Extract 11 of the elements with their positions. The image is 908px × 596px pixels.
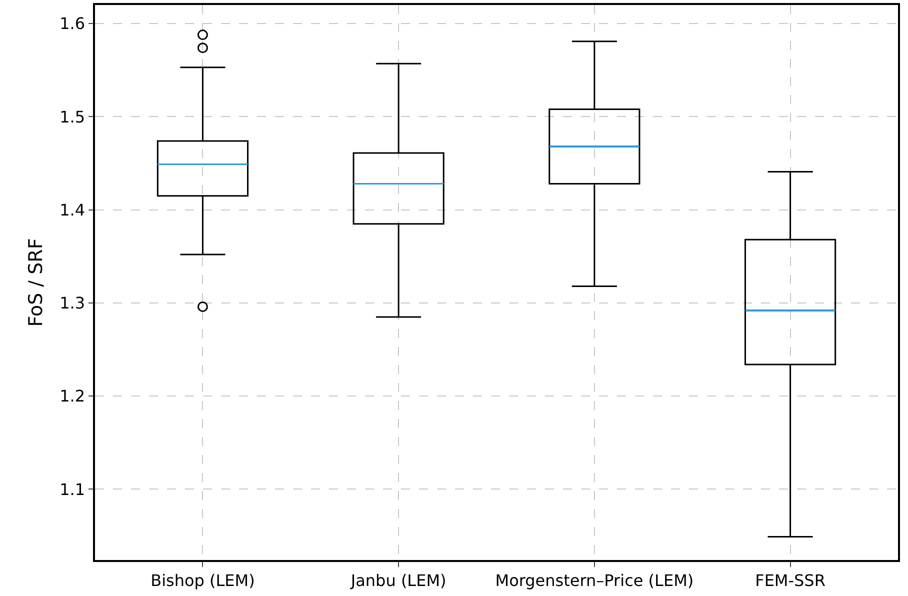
y-tick-label: 1.1 <box>60 480 86 499</box>
x-tick-label: Morgenstern–Price (LEM) <box>495 570 694 590</box>
y-tick-label: 1.3 <box>60 294 86 313</box>
y-axis-title: FoS / SRF <box>24 238 47 327</box>
y-tick-label: 1.4 <box>60 200 86 220</box>
x-tick-label: FEM-SSR <box>755 570 826 590</box>
x-tick-label: Janbu (LEM) <box>350 570 446 590</box>
x-tick-label: Bishop (LEM) <box>150 570 255 590</box>
y-tick-label: 1.6 <box>60 14 86 34</box>
y-tick-label: 1.2 <box>60 386 86 406</box>
y-tick-label: 1.5 <box>60 107 86 126</box>
